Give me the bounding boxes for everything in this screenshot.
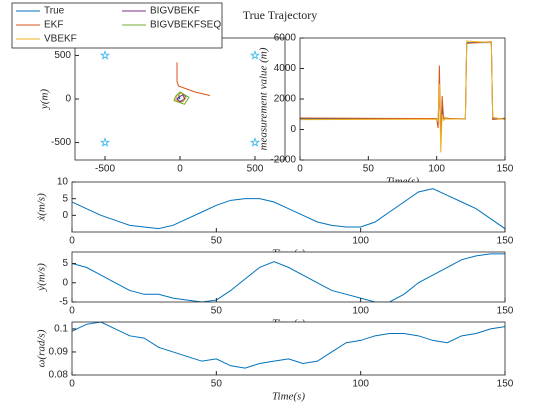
y-tick-label: 5 (62, 193, 68, 204)
x-tick-label: 100 (428, 164, 445, 175)
legend-box (11, 2, 223, 49)
axes-box (71, 251, 506, 303)
chart-title: True Trajectory (243, 8, 318, 22)
star-marker (99, 49, 111, 60)
y-axis-label: measurement value (m) (258, 47, 270, 150)
y-tick-label: 2000 (274, 94, 297, 105)
x-tick-label: 0 (69, 236, 75, 247)
axes-background (72, 322, 505, 375)
x-tick-label: 0 (297, 164, 303, 175)
plot-area (173, 62, 211, 105)
plot-area (300, 40, 505, 153)
x-tick-label: 50 (211, 236, 223, 247)
x-tick-label: 100 (352, 379, 369, 390)
series-line (173, 91, 190, 105)
legend-label: EKF (44, 20, 63, 31)
axes-background (300, 38, 505, 160)
series-line (72, 188, 505, 230)
y-axis-label: ẋ(m/s) (36, 193, 48, 222)
x-tick-label: 0 (69, 306, 75, 317)
x-tick-label: -500 (95, 164, 115, 175)
axes-background (72, 252, 505, 302)
y-axis-label: ẏ(m/s) (36, 263, 48, 292)
plot-area (72, 253, 505, 302)
x-tick-label: 150 (497, 164, 514, 175)
y-tick-label: -2000 (270, 155, 296, 166)
y-tick-label: 0 (290, 124, 296, 135)
legend-label: BIGVBEKFSEQ (150, 20, 221, 31)
series-line (72, 253, 505, 302)
x-tick-label: 150 (497, 379, 514, 390)
y-tick-label: 0.1 (54, 324, 68, 335)
x-tick-label: 50 (363, 164, 375, 175)
x-tick-label: 0 (69, 379, 75, 390)
y-tick-label: 0.08 (49, 370, 69, 381)
x-axis-label: Time(s) (272, 391, 305, 403)
x-tick-label: 100 (352, 306, 369, 317)
series-line (300, 40, 505, 153)
y-tick-label: 0 (62, 210, 68, 221)
plot-area (72, 322, 505, 369)
series-line (174, 92, 187, 104)
x-tick-label: 50 (211, 306, 223, 317)
y-axis-label: ω(rad/s) (36, 329, 48, 367)
legend-label: VBEKF (44, 34, 77, 45)
series-line (72, 322, 505, 369)
y-tick-label: 5 (62, 258, 68, 269)
series-line (176, 93, 186, 103)
x-tick-label: 100 (352, 236, 369, 247)
y-tick-label: 0.09 (49, 347, 69, 358)
plot-area (72, 188, 505, 230)
star-marker (249, 137, 261, 148)
y-tick-label: -5 (59, 297, 68, 308)
x-tick-label: 150 (497, 236, 514, 247)
star-marker (249, 49, 261, 60)
legend-label: BIGVBEKF (150, 6, 200, 17)
x-tick-label: 150 (497, 306, 514, 317)
y-axis-label: y(m) (39, 89, 51, 110)
y-tick-label: 6000 (274, 33, 297, 44)
axes-box (71, 181, 506, 233)
axes-box (71, 321, 506, 376)
legend-label: True (44, 6, 65, 17)
x-tick-label: 50 (211, 379, 223, 390)
y-tick-label: 0 (65, 94, 71, 105)
x-tick-label: 0 (177, 164, 183, 175)
series-line (176, 62, 211, 96)
y-tick-label: -500 (51, 137, 71, 148)
y-tick-label: 500 (54, 50, 71, 61)
x-tick-label: 500 (247, 164, 264, 175)
y-tick-label: 10 (57, 177, 69, 188)
y-tick-label: 4000 (274, 63, 297, 74)
y-tick-label: 0 (62, 277, 68, 288)
axes-background (72, 182, 505, 232)
star-marker (99, 137, 111, 148)
